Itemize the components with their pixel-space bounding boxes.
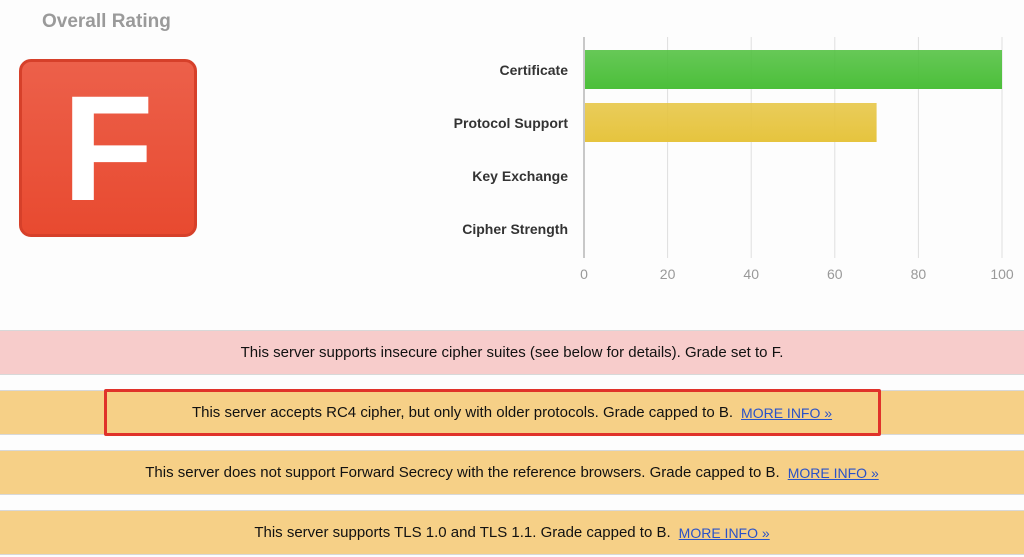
rating-bar-chart: 0 20 40 60 80 100 Certificate Protocol Support K…: [454, 37, 1014, 282]
x-tick-label: 20: [660, 266, 676, 282]
highlight-box: [104, 389, 881, 436]
category-label: Cipher Strength: [462, 221, 568, 237]
grade-badge: F: [19, 59, 197, 237]
category-label: Certificate: [500, 62, 569, 78]
banner-text: This server supports TLS 1.0 and TLS 1.1…: [254, 524, 671, 541]
x-tick-label: 80: [911, 266, 927, 282]
banner-forward-secrecy: This server does not support Forward Sec…: [0, 450, 1024, 495]
more-info-link[interactable]: MORE INFO »: [741, 404, 833, 421]
banner-insecure-ciphers: This server supports insecure cipher sui…: [0, 330, 1024, 375]
x-tick-label: 40: [743, 266, 759, 282]
more-info-link[interactable]: MORE INFO »: [787, 464, 879, 481]
x-tick-label: 100: [990, 266, 1014, 282]
banner-text: This server does not support Forward Sec…: [145, 464, 780, 481]
overall-rating-title: Overall Rating: [42, 11, 171, 32]
x-tick-label: 0: [580, 266, 588, 282]
banner-text: This server accepts RC4 cipher, but only…: [191, 404, 734, 421]
bar-protocol-support: [585, 103, 877, 142]
category-label: Key Exchange: [472, 168, 568, 184]
banner-text: This server supports insecure cipher sui…: [240, 344, 784, 361]
banner-tls-versions: This server supports TLS 1.0 and TLS 1.1…: [0, 510, 1024, 555]
bar-certificate: [585, 50, 1002, 89]
category-label: Protocol Support: [454, 115, 569, 131]
more-info-link[interactable]: MORE INFO »: [678, 524, 770, 541]
x-tick-label: 60: [827, 266, 843, 282]
